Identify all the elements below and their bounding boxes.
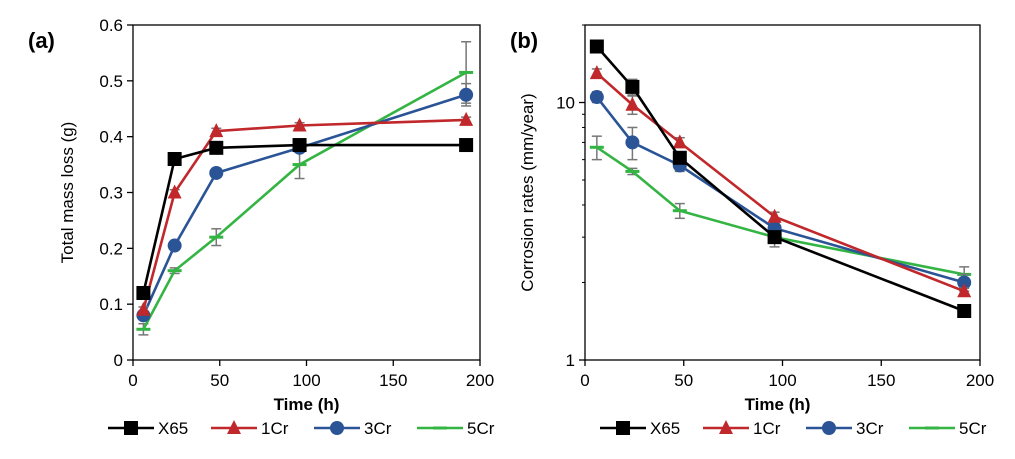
- series-line: [595, 45, 965, 313]
- data-point: [167, 238, 182, 253]
- legend-swatch-marker: [719, 420, 733, 434]
- legend-label: 5Cr: [467, 419, 495, 438]
- x-tick-label: 200: [466, 371, 494, 390]
- series-1cr: [136, 111, 474, 316]
- legend-label: 5Cr: [959, 419, 987, 438]
- data-point: [957, 283, 972, 298]
- x-tick-label: 0: [580, 371, 589, 390]
- panel-a-y-axis-label: Total mass loss (g): [58, 122, 77, 264]
- y-tick-label: 0.5: [99, 72, 123, 91]
- plot-frame: [584, 24, 981, 361]
- data-point: [589, 65, 604, 80]
- data-point: [209, 165, 224, 180]
- panel-b-plot-area: [589, 39, 972, 318]
- series-5cr: [136, 41, 474, 336]
- data-point: [625, 96, 640, 111]
- legend-entry-3cr: 3Cr: [806, 419, 884, 438]
- series-x65: [136, 138, 474, 300]
- x-tick-label: 200: [966, 371, 994, 390]
- series-5cr: [589, 135, 972, 284]
- x-tick-label: 100: [768, 371, 796, 390]
- panel-b-x-axis-label: Time (h): [745, 395, 811, 414]
- legend-entry-5cr: 5Cr: [909, 419, 987, 438]
- legend-entry-x65: X65: [600, 419, 680, 438]
- data-point: [167, 152, 182, 166]
- legend-swatch-marker: [227, 420, 241, 434]
- panel-b-axes: 0 50 100 150 200 1 10: [556, 24, 994, 390]
- panel-b-label: (b): [510, 28, 538, 53]
- legend-label: 3Cr: [364, 419, 392, 438]
- legend-label: 1Cr: [261, 419, 289, 438]
- data-point: [672, 134, 687, 149]
- data-point: [625, 135, 640, 150]
- panel-a-plot-area: [136, 41, 474, 336]
- panel-a: (a) Total mass loss (g) Time (h) 0 50 100 1…: [28, 16, 495, 438]
- y-tick-label: 0.4: [99, 128, 123, 147]
- data-point: [136, 286, 151, 300]
- legend-swatch-marker: [822, 421, 836, 435]
- x-tick-label: 150: [379, 371, 407, 390]
- data-point: [957, 303, 972, 318]
- data-point: [209, 140, 224, 155]
- panel-a-axes: 0 50 100 150 200 0 0.1 0.2 0.3 0.4 0.5 0.6: [99, 16, 494, 390]
- series-line: [596, 146, 965, 276]
- data-point: [589, 39, 604, 54]
- data-point: [459, 87, 474, 102]
- series-3cr: [589, 90, 972, 292]
- panel-a-legend: X65 1Cr 3Cr 5Cr: [108, 419, 495, 438]
- y-tick-label: 0.2: [99, 239, 123, 258]
- legend-entry-1cr: 1Cr: [703, 419, 781, 438]
- data-point: [167, 184, 182, 199]
- series-x65: [589, 39, 972, 318]
- x-tick-label: 150: [867, 371, 895, 390]
- panel-a-label: (a): [28, 28, 55, 53]
- y-tick-label: 0.1: [99, 295, 123, 314]
- series-1cr: [589, 65, 972, 298]
- x-tick-label: 50: [674, 371, 693, 390]
- series-line: [142, 93, 467, 316]
- y-tick-label: 0: [114, 351, 123, 370]
- data-point: [292, 138, 307, 153]
- legend-swatch-marker: [330, 421, 344, 435]
- data-point: [625, 79, 640, 94]
- legend-label: 1Cr: [753, 419, 781, 438]
- data-point: [957, 275, 972, 290]
- legend-swatch-marker: [616, 421, 630, 435]
- data-point: [459, 111, 474, 126]
- y-tick-label: 0.6: [99, 16, 123, 35]
- panel-b-y-axis-label: Corrosion rates (mm/year): [518, 93, 537, 291]
- data-point: [459, 138, 474, 153]
- panel-b-legend: X65 1Cr 3Cr 5Cr: [600, 419, 987, 438]
- data-point: [672, 150, 687, 165]
- data-point: [292, 117, 307, 132]
- panel-a-x-axis-label: Time (h): [274, 395, 340, 414]
- data-point: [589, 90, 604, 105]
- data-point: [767, 208, 782, 223]
- legend-entry-5cr: 5Cr: [417, 419, 495, 438]
- legend-entry-1cr: 1Cr: [211, 419, 289, 438]
- data-point: [136, 301, 151, 316]
- series-line: [595, 72, 965, 293]
- y-tick-label: 1: [566, 351, 575, 370]
- legend-entry-3cr: 3Cr: [314, 419, 392, 438]
- y-tick-label: 10: [556, 94, 575, 113]
- x-tick-label: 0: [128, 371, 137, 390]
- legend-entry-x65: X65: [108, 419, 188, 438]
- data-point: [767, 230, 782, 245]
- legend-label: 3Cr: [856, 419, 884, 438]
- x-tick-label: 50: [210, 371, 229, 390]
- plot-frame: [132, 24, 481, 361]
- y-tick-label: 0.3: [99, 184, 123, 203]
- x-tick-label: 100: [292, 371, 320, 390]
- series-line: [595, 96, 965, 284]
- data-point: [209, 123, 224, 138]
- legend-label: X65: [650, 419, 680, 438]
- panel-b: (b) Corrosion rates (mm/year) Time (h) 0…: [510, 24, 994, 438]
- series-3cr: [136, 82, 474, 323]
- legend-swatch-marker: [124, 421, 138, 435]
- legend-label: X65: [158, 419, 188, 438]
